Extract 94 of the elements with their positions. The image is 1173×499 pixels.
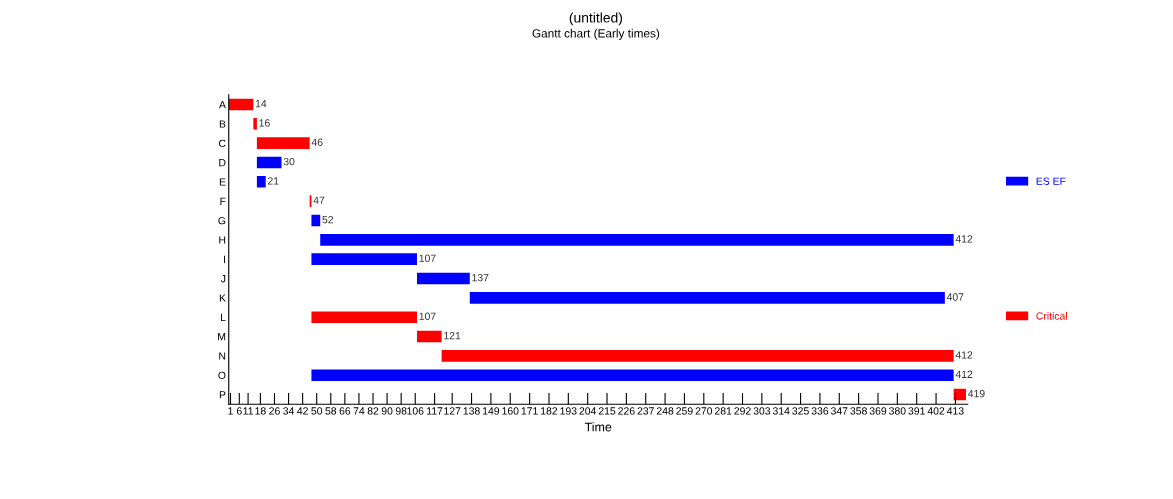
- x-tick-label: 248: [656, 407, 674, 415]
- y-tick-label: K: [219, 294, 226, 302]
- y-tick-label: N: [219, 352, 226, 360]
- x-tick-label: 50: [311, 407, 323, 415]
- x-tick-label: 1: [228, 407, 233, 415]
- x-tick-label: 270: [695, 407, 713, 415]
- text: 407: [946, 293, 964, 301]
- x-axis-title: Time: [584, 422, 612, 432]
- bar: [256, 156, 282, 169]
- y-tick-label: A: [219, 101, 226, 109]
- y-tick-label: L: [221, 313, 226, 321]
- y-tick-label: H: [219, 236, 226, 244]
- x-tick-label: 127: [444, 407, 461, 415]
- bar: [256, 176, 266, 188]
- x-tick-label: 193: [560, 407, 577, 415]
- text: 107: [419, 254, 436, 262]
- x-tick-label: 171: [521, 407, 538, 415]
- y-tick-label: I: [224, 255, 225, 263]
- text: 121: [444, 331, 461, 340]
- legend-label: ES EF: [1036, 177, 1066, 185]
- x-tick-label: 347: [830, 407, 848, 415]
- y-tick-label: D: [219, 159, 226, 167]
- x-tick-label: 106: [407, 407, 424, 415]
- x-tick-label: 42: [297, 407, 308, 415]
- y-tick-label: M: [218, 333, 226, 341]
- y-tick-label: G: [218, 217, 226, 225]
- bar: [311, 311, 417, 323]
- x-tick-label: 74: [353, 407, 365, 415]
- bar: [469, 292, 945, 304]
- y-tick-label: O: [218, 371, 226, 380]
- y-tick-label: C: [218, 139, 226, 148]
- text: 412: [955, 351, 973, 359]
- y-tick-label: F: [220, 197, 226, 205]
- chart-subtitle: Gantt chart (Early times): [532, 28, 660, 40]
- text: 52: [322, 215, 334, 224]
- x-tick-label: 66: [339, 407, 351, 415]
- text: 107: [419, 312, 436, 320]
- text: 46: [311, 138, 323, 146]
- x-tick-label: 237: [637, 407, 654, 415]
- x-tick-label: 138: [463, 407, 480, 415]
- x-tick-label: 98: [395, 407, 407, 415]
- bar: [253, 118, 257, 130]
- x-tick-label: 358: [850, 407, 867, 415]
- x-tick-label: 11: [243, 407, 253, 415]
- bar: [256, 137, 310, 149]
- bar: [417, 330, 442, 343]
- x-tick-label: 26: [269, 407, 280, 415]
- x-tick-label: 182: [541, 407, 558, 415]
- bar: [311, 214, 321, 227]
- bar: [320, 234, 954, 246]
- x-tick-label: 259: [676, 407, 693, 415]
- bar: [441, 350, 954, 362]
- x-tick-label: 292: [734, 407, 751, 415]
- x-tick-label: 6: [236, 407, 242, 415]
- text: 21: [267, 177, 279, 185]
- bar: [417, 272, 470, 285]
- x-tick-label: 204: [579, 407, 597, 415]
- text: 47: [313, 196, 325, 204]
- text: 412: [955, 235, 973, 243]
- chart-title: (untitled): [569, 12, 623, 26]
- x-tick-label: 149: [483, 407, 500, 415]
- x-tick-label: 314: [772, 407, 790, 415]
- text: 16: [259, 119, 270, 127]
- x-tick-label: 215: [598, 407, 616, 415]
- legend-label: Critical: [1036, 312, 1067, 320]
- x-tick-label: 160: [502, 407, 519, 415]
- bar: [311, 369, 954, 381]
- x-tick-label: 117: [427, 407, 443, 415]
- x-tick-label: 226: [618, 407, 635, 415]
- x-tick-label: 380: [889, 407, 906, 415]
- text: 137: [472, 273, 489, 282]
- bar: [311, 253, 417, 265]
- y-tick-label: E: [219, 178, 226, 186]
- x-tick-label: 18: [255, 407, 266, 415]
- x-tick-label: 402: [927, 407, 945, 415]
- x-tick-label: 413: [946, 407, 964, 415]
- text: 419: [967, 389, 985, 398]
- y-tick-label: J: [220, 275, 226, 283]
- x-tick-label: 325: [792, 407, 809, 415]
- bar: [228, 98, 254, 111]
- x-tick-label: 90: [381, 407, 393, 415]
- text: 412: [955, 370, 973, 378]
- x-tick-label: 281: [714, 407, 732, 415]
- x-tick-label: 58: [325, 407, 337, 415]
- y-tick-label: P: [219, 391, 226, 399]
- text: 14: [255, 100, 267, 108]
- x-tick-label: 369: [869, 407, 887, 415]
- x-tick-label: 336: [811, 407, 829, 415]
- x-tick-label: 34: [283, 407, 295, 415]
- x-tick-label: 391: [908, 407, 925, 415]
- y-tick-label: B: [219, 120, 226, 128]
- x-tick-label: 82: [367, 407, 379, 415]
- x-tick-label: 303: [753, 407, 771, 415]
- text: 30: [283, 157, 295, 166]
